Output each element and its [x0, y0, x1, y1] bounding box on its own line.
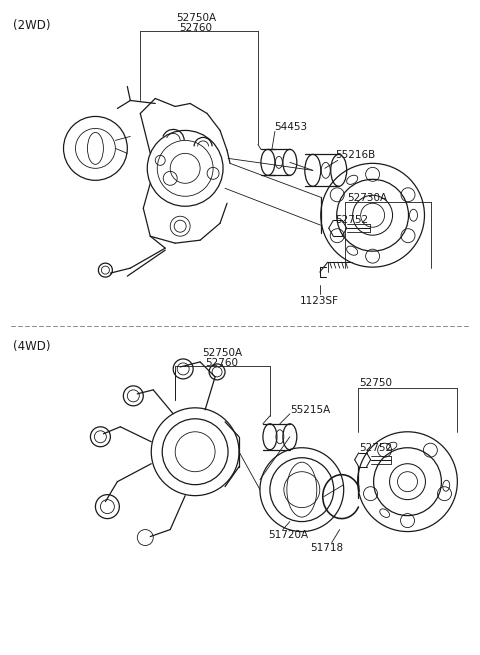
- Text: 52752: 52752: [360, 443, 393, 453]
- Text: 52750A: 52750A: [176, 12, 216, 23]
- Text: 52750A: 52750A: [202, 348, 242, 358]
- Text: 1123SF: 1123SF: [300, 296, 339, 306]
- Text: 52760: 52760: [205, 358, 239, 368]
- Text: (4WD): (4WD): [12, 340, 50, 353]
- Text: 51720A: 51720A: [268, 530, 308, 540]
- Text: 55215A: 55215A: [290, 405, 330, 415]
- Text: 52752: 52752: [335, 215, 368, 225]
- Text: 52750: 52750: [360, 378, 393, 388]
- Text: 51718: 51718: [310, 542, 343, 553]
- Text: 55216B: 55216B: [335, 151, 375, 160]
- Text: 52730A: 52730A: [348, 193, 388, 203]
- Text: (2WD): (2WD): [12, 18, 50, 31]
- Text: 54453: 54453: [274, 122, 307, 132]
- Text: 52760: 52760: [180, 23, 213, 33]
